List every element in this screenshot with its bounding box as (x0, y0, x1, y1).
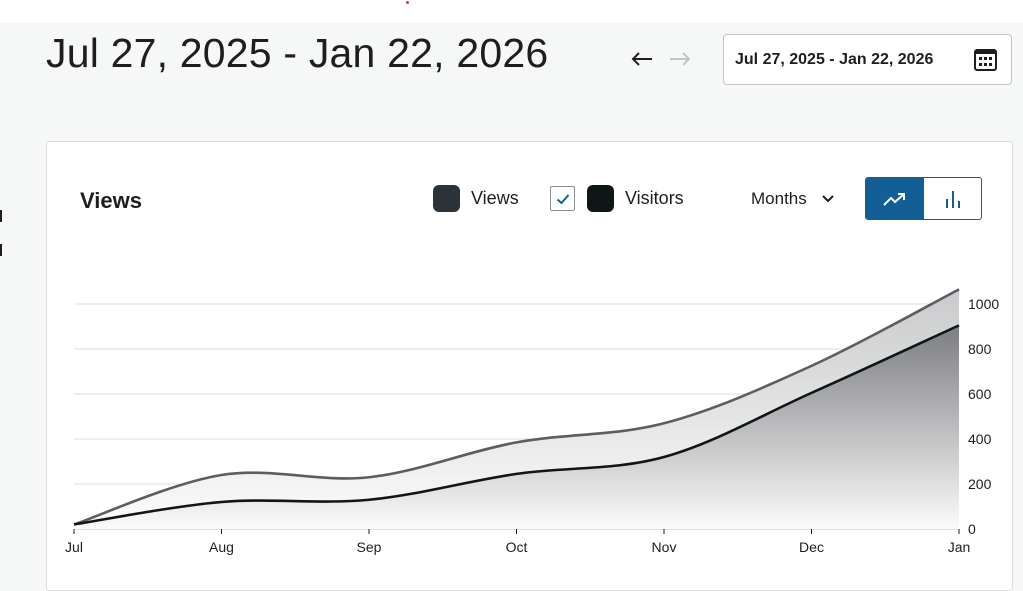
y-tick-label-600: 600 (968, 386, 992, 402)
x-tick-label-oct: Oct (506, 539, 528, 555)
x-tick-label-jul: Jul (65, 539, 83, 555)
visitors-area (74, 325, 959, 529)
bar-chart-icon (945, 190, 960, 208)
date-range-value: Jul 27, 2025 - Jan 22, 2026 (735, 50, 934, 68)
y-tick-label-400: 400 (968, 431, 992, 447)
y-tick-label-800: 800 (968, 341, 992, 357)
checkmark-icon (556, 193, 569, 204)
previous-period-button[interactable] (628, 45, 656, 73)
card-title: Views (80, 188, 142, 213)
x-tick-label-dec: Dec (799, 539, 824, 555)
y-tick-label-200: 200 (968, 476, 992, 492)
legend-views[interactable]: Views (433, 185, 519, 212)
views-chart: 0 200 400 600 800 1000 Jul Aug Sep Oct Nov Dec Jan (65, 288, 999, 555)
visitors-checkbox[interactable] (550, 186, 575, 211)
visitors-swatch (587, 185, 614, 212)
y-tick-label-1000: 1000 (968, 296, 999, 312)
legend-visitors[interactable]: Visitors (550, 185, 684, 212)
visitors-line (73, 324, 960, 526)
left-edge-marks (0, 210, 2, 260)
views-line (73, 288, 960, 526)
arrow-right-icon (670, 52, 691, 66)
arrow-left-icon (631, 52, 652, 66)
x-tick-label-nov: Nov (652, 539, 677, 555)
views-swatch (433, 185, 460, 212)
page-title: Jul 27, 2025 - Jan 22, 2026 (46, 30, 549, 76)
line-chart-toggle[interactable] (866, 178, 923, 219)
y-tick-label-0: 0 (968, 521, 976, 537)
period-selector[interactable]: Months (751, 189, 835, 209)
notification-dot (406, 1, 409, 4)
date-range-picker[interactable]: Jul 27, 2025 - Jan 22, 2026 (723, 34, 1012, 85)
period-label: Months (751, 189, 807, 208)
top-strip (0, 0, 1023, 22)
next-period-button[interactable] (666, 45, 694, 73)
chevron-down-icon (822, 195, 834, 203)
legend-visitors-label: Visitors (625, 188, 684, 208)
x-tick-label-sep: Sep (357, 539, 382, 555)
trending-up-icon (882, 192, 905, 206)
bar-chart-toggle[interactable] (923, 178, 981, 219)
x-tick-label-jan: Jan (948, 539, 971, 555)
legend-views-label: Views (471, 188, 519, 208)
calendar-icon (974, 49, 997, 71)
chart-type-toggle (865, 177, 982, 220)
x-tick-label-aug: Aug (209, 539, 234, 555)
